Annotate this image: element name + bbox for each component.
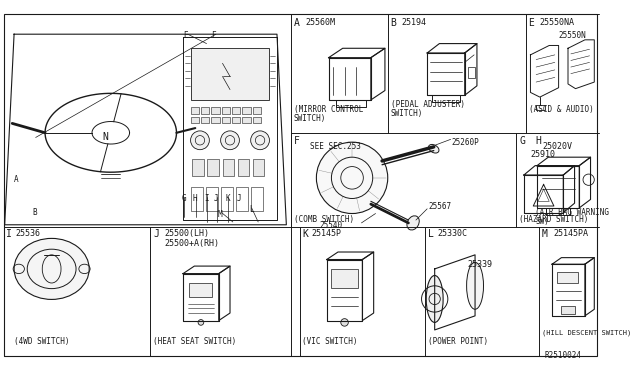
Bar xyxy=(242,108,251,114)
Bar xyxy=(221,108,230,114)
Text: H: H xyxy=(535,135,541,145)
Ellipse shape xyxy=(14,238,89,299)
Text: (COMB SWITCH): (COMB SWITCH) xyxy=(294,215,354,224)
Bar xyxy=(191,187,203,211)
Bar xyxy=(253,117,261,124)
Bar xyxy=(223,159,234,176)
Text: L: L xyxy=(428,230,434,240)
Text: H: H xyxy=(193,194,197,203)
Text: 25550NA: 25550NA xyxy=(540,18,575,27)
Bar xyxy=(191,48,269,100)
Bar xyxy=(191,117,199,124)
Text: M: M xyxy=(218,210,223,219)
Bar xyxy=(207,159,219,176)
Ellipse shape xyxy=(407,216,419,230)
Bar xyxy=(557,272,579,283)
Text: K: K xyxy=(302,230,308,240)
Text: 25500+A(RH): 25500+A(RH) xyxy=(164,239,220,248)
Text: (VIC SWITCH): (VIC SWITCH) xyxy=(302,337,358,346)
Text: (HEAT SEAT SWITCH): (HEAT SEAT SWITCH) xyxy=(153,337,236,346)
Text: K: K xyxy=(225,194,230,203)
Text: (PEDAL ADJUSTER): (PEDAL ADJUSTER) xyxy=(390,100,465,109)
Text: F: F xyxy=(211,31,216,41)
Text: I: I xyxy=(205,194,209,203)
Text: G: G xyxy=(519,135,525,145)
Ellipse shape xyxy=(426,276,443,323)
Text: B: B xyxy=(33,208,38,217)
Bar xyxy=(561,307,575,314)
Bar xyxy=(221,117,230,124)
Text: 25560M: 25560M xyxy=(305,18,335,27)
Text: (HAZARD SWITCH): (HAZARD SWITCH) xyxy=(519,215,589,224)
Text: 25145PA: 25145PA xyxy=(554,230,589,238)
Text: L: L xyxy=(249,205,253,214)
Text: 25145P: 25145P xyxy=(312,230,342,238)
Text: 25540: 25540 xyxy=(319,221,342,230)
Text: E: E xyxy=(529,18,534,28)
Bar xyxy=(211,117,220,124)
Bar xyxy=(536,105,545,110)
Bar xyxy=(201,108,209,114)
Text: 25550N: 25550N xyxy=(559,31,586,41)
Bar xyxy=(201,117,209,124)
Ellipse shape xyxy=(429,144,439,153)
Text: 25567: 25567 xyxy=(428,202,451,211)
Text: 25020V: 25020V xyxy=(543,142,573,151)
Bar xyxy=(242,117,251,124)
Bar xyxy=(251,187,263,211)
Bar xyxy=(237,159,249,176)
Bar xyxy=(236,187,248,211)
Text: (POWER POINT): (POWER POINT) xyxy=(428,337,488,346)
Text: 25330C: 25330C xyxy=(438,230,467,238)
Text: J: J xyxy=(214,194,219,203)
Text: 25536: 25536 xyxy=(15,230,40,238)
Circle shape xyxy=(341,319,348,326)
Text: G: G xyxy=(181,194,186,203)
Text: 25260P: 25260P xyxy=(452,138,479,147)
Text: (MIRROR CONTROL: (MIRROR CONTROL xyxy=(294,105,364,113)
Text: 25339: 25339 xyxy=(468,260,493,269)
Text: 25500(LH): 25500(LH) xyxy=(164,230,209,238)
Text: N: N xyxy=(102,132,108,142)
Text: R2510024: R2510024 xyxy=(545,350,582,360)
Text: 25194: 25194 xyxy=(402,18,427,27)
Bar xyxy=(232,108,241,114)
Bar xyxy=(191,108,199,114)
Bar xyxy=(232,117,241,124)
Text: SWITCH): SWITCH) xyxy=(390,109,423,118)
Circle shape xyxy=(251,131,269,150)
Bar xyxy=(253,108,261,114)
Text: 25910: 25910 xyxy=(531,150,556,159)
Bar xyxy=(193,159,204,176)
Text: (AIR BAG WARNING: (AIR BAG WARNING xyxy=(535,208,609,217)
Text: B: B xyxy=(390,18,396,28)
Circle shape xyxy=(316,142,388,214)
Text: M: M xyxy=(541,230,548,240)
Text: E: E xyxy=(183,31,188,41)
Text: A: A xyxy=(14,175,19,184)
Text: I: I xyxy=(6,230,12,240)
Circle shape xyxy=(198,320,204,325)
Circle shape xyxy=(221,131,239,150)
Bar xyxy=(468,67,475,78)
Bar xyxy=(253,159,264,176)
Text: SEE SEC.253: SEE SEC.253 xyxy=(310,142,361,151)
Text: J: J xyxy=(153,230,159,240)
Text: SW): SW) xyxy=(535,217,549,226)
Text: A: A xyxy=(294,18,300,28)
Text: J: J xyxy=(237,194,241,203)
Text: (ASCD & AUDIO): (ASCD & AUDIO) xyxy=(529,105,593,113)
Bar xyxy=(221,187,233,211)
Circle shape xyxy=(191,131,209,150)
Bar xyxy=(211,108,220,114)
Text: SWITCH): SWITCH) xyxy=(294,114,326,123)
Text: F: F xyxy=(294,135,300,145)
Text: (4WD SWITCH): (4WD SWITCH) xyxy=(14,337,70,346)
Bar xyxy=(189,283,212,297)
Text: (HILL DESCENT SWITCH): (HILL DESCENT SWITCH) xyxy=(541,330,631,336)
Bar xyxy=(205,187,218,211)
Bar xyxy=(332,269,358,288)
Ellipse shape xyxy=(467,262,483,309)
